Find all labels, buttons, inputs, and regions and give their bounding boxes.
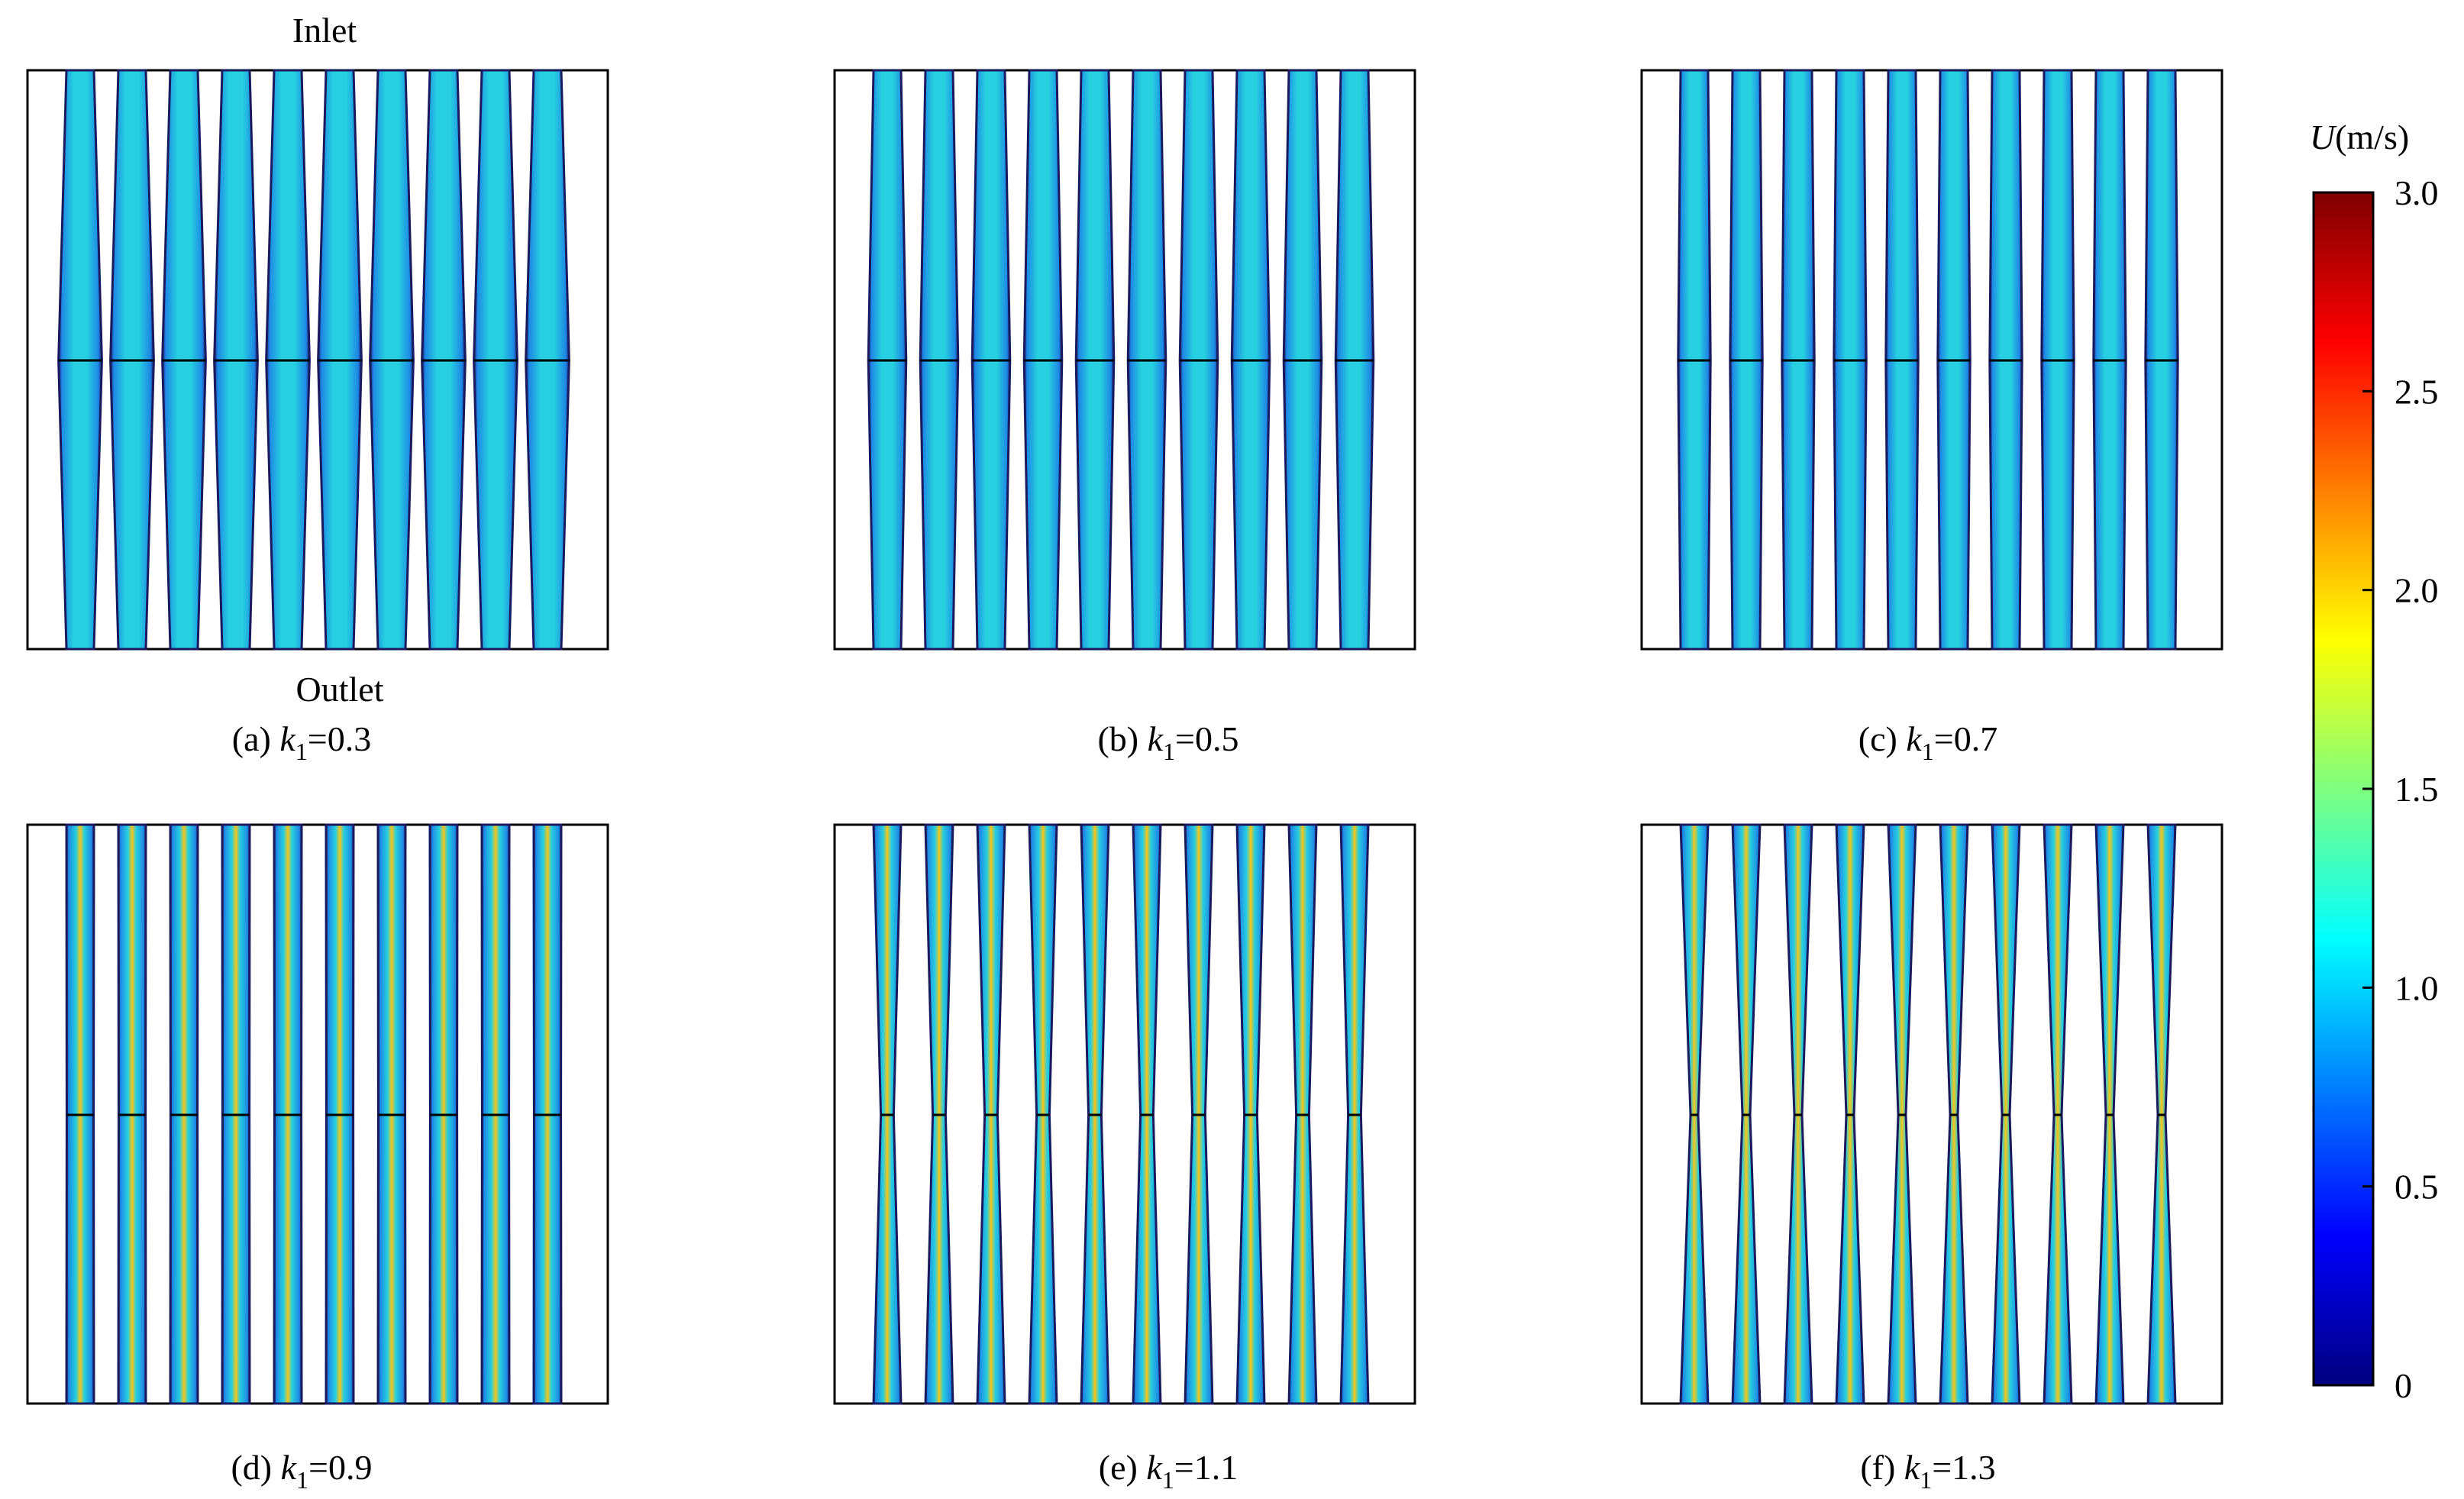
- panel-caption: (e) k1=1.1: [1099, 1448, 1238, 1494]
- panel-d: [26, 823, 609, 1405]
- captions-group: (a) k1=0.3 (b) k1=0.5 (c) k1=0.7(d) k1=0.9…: [231, 719, 1997, 1494]
- panel-frame: [1640, 69, 2223, 651]
- colorbar-title: U(m/s): [2310, 118, 2409, 157]
- inlet-label: Inlet: [292, 11, 357, 50]
- caption-value: =0.7: [1934, 719, 1997, 758]
- caption-value: =0.5: [1175, 719, 1238, 758]
- caption-letter: (e): [1099, 1448, 1147, 1487]
- colorbar-tick-label: 1.0: [2395, 968, 2439, 1007]
- colorbar-var: U: [2310, 118, 2337, 157]
- panel-f: [1640, 823, 2223, 1405]
- caption-letter: (d): [231, 1448, 280, 1487]
- caption-value: =1.1: [1174, 1448, 1238, 1487]
- caption-value: =1.3: [1932, 1448, 1995, 1487]
- caption-k: k: [1148, 719, 1164, 758]
- panel-frame: [833, 823, 1416, 1405]
- caption-letter: (a): [232, 719, 280, 758]
- caption-subscript: 1: [1163, 738, 1175, 765]
- panel-frame: [1640, 823, 2223, 1405]
- caption-letter: (c): [1858, 719, 1907, 758]
- panel-caption: (c) k1=0.7: [1858, 719, 1997, 765]
- caption-k: k: [1904, 1448, 1921, 1487]
- panel-caption: (f) k1=1.3: [1860, 1448, 1995, 1494]
- caption-k: k: [279, 719, 296, 758]
- panel-c: [1640, 69, 2223, 651]
- colorbar-tick-label: 2.0: [2395, 571, 2439, 610]
- colorbar-tick-label: 1.5: [2395, 770, 2439, 809]
- colorbar-tick-label: 2.5: [2395, 372, 2439, 411]
- panel-caption: (d) k1=0.9: [231, 1448, 372, 1494]
- caption-subscript: 1: [1920, 1466, 1932, 1494]
- caption-subscript: 1: [1162, 1466, 1174, 1494]
- caption-k: k: [281, 1448, 298, 1487]
- caption-value: =0.3: [308, 719, 371, 758]
- panel-caption: (a) k1=0.3: [232, 719, 371, 765]
- colorbar-tick-label: 0.5: [2395, 1168, 2439, 1207]
- panel-caption: (b) k1=0.5: [1097, 719, 1238, 765]
- caption-subscript: 1: [1922, 738, 1934, 765]
- panel-e: [833, 823, 1416, 1405]
- caption-k: k: [1146, 1448, 1163, 1487]
- colorbar-tick-label: 3.0: [2395, 173, 2439, 212]
- outlet-label: Outlet: [296, 670, 384, 709]
- caption-subscript: 1: [296, 1466, 308, 1494]
- colorbar-tick-label: 0: [2395, 1366, 2412, 1405]
- panel-a: [26, 69, 609, 651]
- panels-group: [26, 69, 2223, 1405]
- colorbar-unit: (m/s): [2335, 118, 2409, 157]
- caption-k: k: [1906, 719, 1923, 758]
- caption-letter: (b): [1097, 719, 1147, 758]
- colorbar: U(m/s) 3.0 2.5 2.0 1.5 1.0 0.5 0: [2310, 118, 2439, 1405]
- panel-b: [833, 69, 1416, 651]
- panel-frame: [26, 823, 609, 1405]
- caption-letter: (f): [1860, 1448, 1904, 1487]
- caption-value: =0.9: [308, 1448, 372, 1487]
- caption-subscript: 1: [295, 738, 308, 765]
